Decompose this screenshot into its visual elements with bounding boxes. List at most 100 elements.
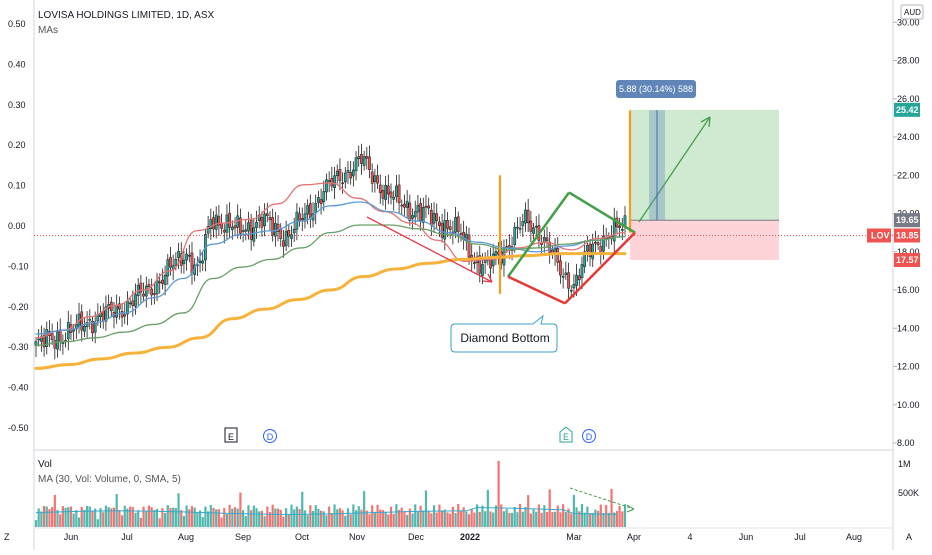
volume-bar <box>462 507 465 527</box>
candle <box>120 311 124 318</box>
candle <box>271 217 275 236</box>
volume-bar <box>570 513 573 527</box>
volume-bar <box>279 509 282 527</box>
candle <box>370 171 374 184</box>
candle <box>413 211 417 218</box>
volume-bar <box>346 508 350 527</box>
right-axis-label: 30.00 <box>897 17 920 27</box>
entry-price-tag-box <box>894 213 920 228</box>
volume-bar <box>580 504 584 527</box>
volume-bar <box>395 504 398 527</box>
candle <box>317 197 320 203</box>
x-axis-label: Jul <box>121 532 133 542</box>
candle <box>384 185 387 200</box>
last-price-tag-box <box>894 228 920 243</box>
volume-bar <box>408 508 411 527</box>
volume-bar <box>295 506 298 527</box>
candle <box>212 217 215 230</box>
candle <box>478 255 482 274</box>
volume-bar <box>414 504 417 527</box>
pattern-callout-label: Diamond Bottom <box>460 331 549 345</box>
volume-bar <box>309 505 312 527</box>
x-axis-label: 2022 <box>460 532 480 542</box>
x-axis-label: Aug <box>846 532 862 542</box>
target-price-tag: 25.42 <box>896 105 919 115</box>
volume-bar <box>48 509 51 527</box>
volume-bar <box>389 506 393 527</box>
volume-bar <box>556 505 559 527</box>
volume-bar <box>180 509 183 527</box>
candle <box>341 182 344 185</box>
candle <box>577 275 581 281</box>
volume-ma-label[interactable]: MA (30, Vol: Volume, 0, SMA, 5) <box>38 474 181 485</box>
candle <box>421 207 425 223</box>
volume-bar <box>37 508 40 527</box>
volume-bar <box>419 505 422 527</box>
candle <box>152 293 156 295</box>
volume-bar <box>40 511 43 527</box>
volume-bar <box>470 508 473 527</box>
volume-bar <box>72 513 75 527</box>
volume-bar <box>287 514 290 527</box>
volume-bar <box>241 510 245 527</box>
candle <box>343 172 347 183</box>
volume-bar <box>190 506 194 527</box>
volume-bar <box>489 511 492 527</box>
left-axis-label: -0.40 <box>8 383 29 393</box>
candle <box>300 218 304 221</box>
volume-bar <box>597 510 600 527</box>
left-axis-label: 0.30 <box>8 100 26 110</box>
candle <box>214 214 218 230</box>
volume-bar <box>198 510 202 527</box>
volume-bar <box>319 510 323 527</box>
candle <box>88 318 92 321</box>
volume-bar <box>416 511 420 527</box>
x-axis-label: Nov <box>349 532 366 542</box>
volume-bar <box>268 512 272 527</box>
volume-bar <box>83 509 86 527</box>
right-axis-label: 28.00 <box>897 56 920 66</box>
volume-bar <box>255 508 258 527</box>
volume-bar <box>441 510 444 527</box>
volume-bar <box>572 494 575 527</box>
volume-bar <box>473 512 476 527</box>
volume-label[interactable]: Vol <box>38 459 52 470</box>
earnings-marker-frame <box>559 426 573 443</box>
candle <box>381 190 385 199</box>
target-price-tag-box <box>894 102 920 117</box>
measure-label-box <box>616 80 696 98</box>
volume-bar <box>322 511 325 527</box>
candle <box>115 305 119 318</box>
volume-bar <box>336 509 339 527</box>
volume-bar <box>201 517 204 527</box>
left-axis-label: 0.00 <box>8 221 26 231</box>
candle <box>171 265 175 270</box>
candle <box>190 252 194 274</box>
zoom-icon: Z <box>4 532 10 542</box>
candle <box>330 177 334 187</box>
volume-bar <box>615 510 619 527</box>
indicator-label[interactable]: MAs <box>38 25 58 36</box>
candle <box>569 289 573 292</box>
candle <box>144 285 148 297</box>
earnings-marker: E <box>228 432 234 442</box>
candle <box>131 300 135 306</box>
volume-bar <box>516 512 519 527</box>
volume-bar <box>594 509 597 527</box>
currency-label: AUD <box>904 8 921 17</box>
candle <box>56 331 59 350</box>
volume-bar <box>502 511 506 527</box>
candle <box>244 229 248 232</box>
candle <box>268 217 272 221</box>
candle <box>443 220 447 240</box>
volume-bar <box>591 512 594 527</box>
volume-bar <box>328 506 331 527</box>
volume-bar <box>247 505 250 527</box>
candle <box>532 227 535 234</box>
earnings-marker-frame <box>224 427 238 443</box>
volume-bar <box>494 505 498 527</box>
candle <box>239 217 242 234</box>
x-axis-label: Sep <box>235 532 251 542</box>
